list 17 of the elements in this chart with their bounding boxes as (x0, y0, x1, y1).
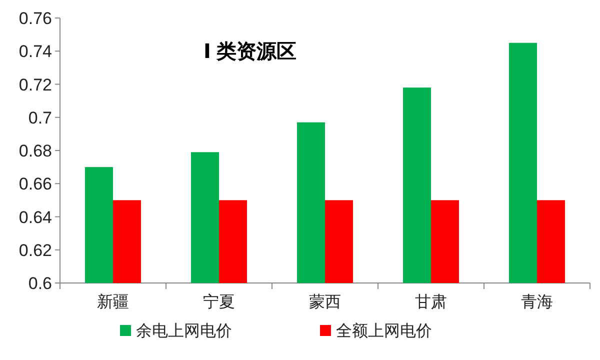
y-tick-label: 0.74 (18, 42, 52, 62)
legend-label: 余电上网电价 (136, 322, 232, 340)
x-tick-label: 蒙西 (309, 293, 341, 311)
x-tick-label: 青海 (521, 293, 553, 311)
y-tick-label: 0.7 (28, 108, 52, 128)
y-tick-label: 0.66 (18, 174, 52, 194)
y-tick-label: 0.76 (18, 9, 52, 28)
x-tick-label: 宁夏 (203, 293, 235, 311)
y-tick-label: 0.68 (18, 142, 52, 160)
x-tick-label: 新疆 (97, 293, 129, 311)
y-tick-label: 0.64 (18, 208, 52, 227)
y-tick-label: 0.72 (18, 75, 52, 94)
legend-label: 全额上网电价 (336, 322, 432, 340)
y-tick-label: 0.62 (18, 240, 52, 260)
x-tick-label: 甘肃 (415, 293, 447, 311)
text: Ⅰ 类资源区 (204, 41, 296, 63)
y-tick-label: 0.6 (28, 274, 52, 293)
